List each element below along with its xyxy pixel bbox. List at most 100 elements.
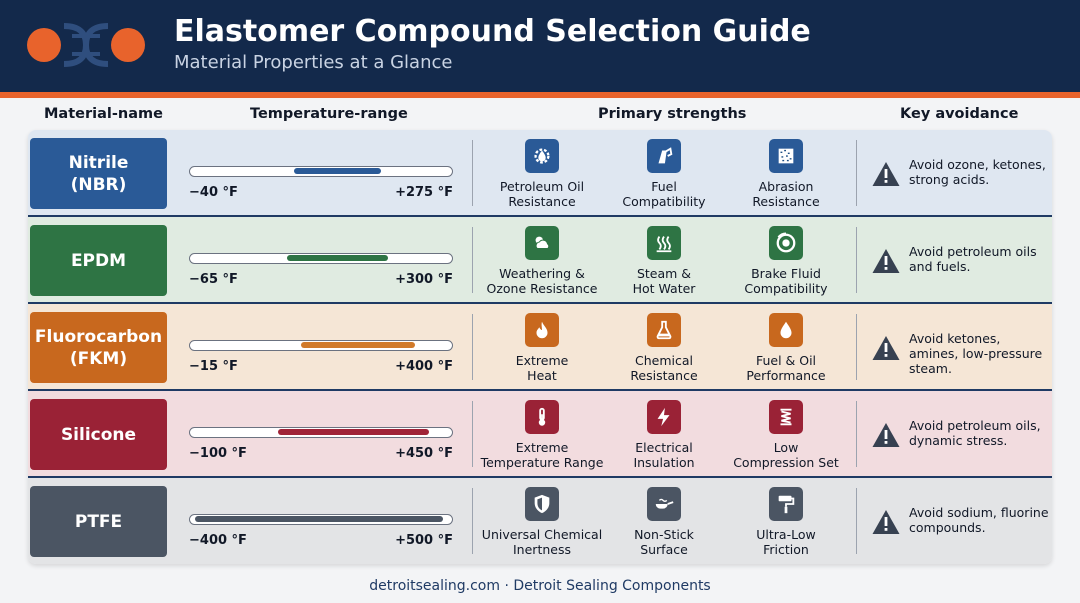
temperature-range-fill [287,255,388,261]
strength-label: Extreme Heat [515,353,569,383]
temperature-range-fill [277,429,429,435]
strength-item: Ultra-Low Friction [721,487,851,557]
avoidance-text: Avoid sodium, fluorine compounds. [909,505,1049,535]
strength-item: Low Compression Set [721,400,851,470]
strength-item: Extreme Temperature Range [477,400,607,470]
column-divider [856,314,857,380]
temperature-max-label: +450 °F [395,446,453,461]
fuel-pump-icon [647,139,681,173]
footer-credit: detroitsealing.com · Detroit Sealing Com… [369,578,711,594]
temperature-min-label: −65 °F [189,272,238,287]
strength-item: Abrasion Resistance [721,139,851,209]
table-row-fluorocarbon: Fluorocarbon (FKM) −15 °F +400 °F Extreme … [28,304,1052,391]
temperature-min-label: −40 °F [189,185,238,200]
temperature-range-fill [195,516,443,522]
oil-drop-icon [769,313,803,347]
strength-item: Non-Stick Surface [599,487,729,557]
shield-icon [525,487,559,521]
oil-drop-gear-icon [525,139,559,173]
avoidance-text: Avoid petroleum oils, dynamic stress. [909,418,1041,448]
avoidance-text: Avoid petroleum oils and fuels. [909,244,1037,274]
column-header-temperature: Temperature-range [250,106,408,122]
strength-label: Petroleum Oil Resistance [499,179,585,209]
strength-item: Fuel & Oil Performance [721,313,851,383]
column-divider [856,227,857,293]
avoidance-text: Avoid ozone, ketones, strong acids. [909,157,1046,187]
flask-icon [647,313,681,347]
table-row-silicone: Silicone −100 °F +450 °F Extreme Temperatu… [28,391,1052,478]
steam-icon [647,226,681,260]
row-divider [28,476,1052,478]
strength-item: Universal Chemical Inertness [477,487,607,557]
column-divider [856,401,857,467]
non-stick-pan-icon [647,487,681,521]
temperature-min-label: −400 °F [189,533,247,548]
strength-label: Chemical Resistance [630,353,698,383]
material-name-label: PTFE [30,486,167,557]
strength-label: Extreme Temperature Range [480,440,604,470]
page-title: Elastomer Compound Selection Guide [174,14,811,49]
warning-icon [872,423,900,447]
temperature-range-fill [294,168,381,174]
warning-icon [872,249,900,273]
strength-label: Ultra-Low Friction [756,527,816,557]
column-divider [472,401,473,467]
strength-item: Weathering & Ozone Resistance [477,226,607,296]
strength-item: Chemical Resistance [599,313,729,383]
header-banner: Elastomer Compound Selection Guide Mater… [0,0,1080,92]
avoidance-text: Avoid ketones, amines, low-pressure stea… [909,331,1043,376]
strength-label: Steam & Hot Water [632,266,696,296]
temperature-min-label: −15 °F [189,359,238,374]
strength-label: Low Compression Set [733,440,839,470]
strength-label: Electrical Insulation [633,440,695,470]
material-name-label: Fluorocarbon (FKM) [30,312,167,383]
strength-item: Fuel Compatibility [599,139,729,209]
material-name-label: EPDM [30,225,167,296]
column-divider [472,314,473,380]
temperature-range-bar [189,253,453,264]
temperature-range-bar [189,427,453,438]
temperature-max-label: +275 °F [395,185,453,200]
sun-cloud-icon [525,226,559,260]
temperature-max-label: +400 °F [395,359,453,374]
strength-item: Steam & Hot Water [599,226,729,296]
temperature-min-label: −100 °F [189,446,247,461]
strength-item: Electrical Insulation [599,400,729,470]
temperature-range-bar [189,166,453,177]
temperature-range-fill [301,342,416,348]
column-divider [856,488,857,554]
brake-disc-icon [769,226,803,260]
flame-icon [525,313,559,347]
lightning-icon [647,400,681,434]
temperature-max-label: +300 °F [395,272,453,287]
strength-label: Brake Fluid Compatibility [744,266,828,296]
column-divider [472,227,473,293]
temperature-range-bar [189,340,453,351]
column-divider [472,488,473,554]
table-row-epdm: EPDM −65 °F +300 °F Weathering & Ozone Res… [28,217,1052,304]
material-name-label: Silicone [30,399,167,470]
company-logo [27,23,145,67]
table-row-ptfe: PTFE −400 °F +500 °F Universal Chemical In… [28,478,1052,564]
temperature-range-bar [189,514,453,525]
material-name-label: Nitrile (NBR) [30,138,167,209]
header-accent-stripe [0,92,1080,98]
column-divider [472,140,473,206]
spring-icon [769,400,803,434]
paint-roller-icon [769,487,803,521]
strength-label: Fuel & Oil Performance [746,353,826,383]
temperature-max-label: +500 °F [395,533,453,548]
row-divider [28,389,1052,391]
warning-icon [872,510,900,534]
strength-label: Abrasion Resistance [752,179,820,209]
column-header-material: Material-name [44,106,163,122]
strength-label: Non-Stick Surface [634,527,694,557]
strength-item: Brake Fluid Compatibility [721,226,851,296]
table-row-nitrile: Nitrile (NBR) −40 °F +275 °F Petroleum Oil… [28,130,1052,217]
strength-label: Universal Chemical Inertness [481,527,603,557]
column-header-avoidance: Key avoidance [900,106,1019,122]
column-header-strengths: Primary strengths [598,106,747,122]
strength-label: Weathering & Ozone Resistance [486,266,598,296]
column-divider [856,140,857,206]
row-divider [28,302,1052,304]
